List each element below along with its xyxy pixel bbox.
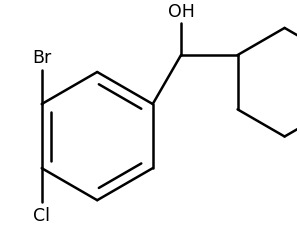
Text: Br: Br xyxy=(32,49,51,67)
Text: OH: OH xyxy=(168,3,194,21)
Text: Cl: Cl xyxy=(33,206,50,224)
